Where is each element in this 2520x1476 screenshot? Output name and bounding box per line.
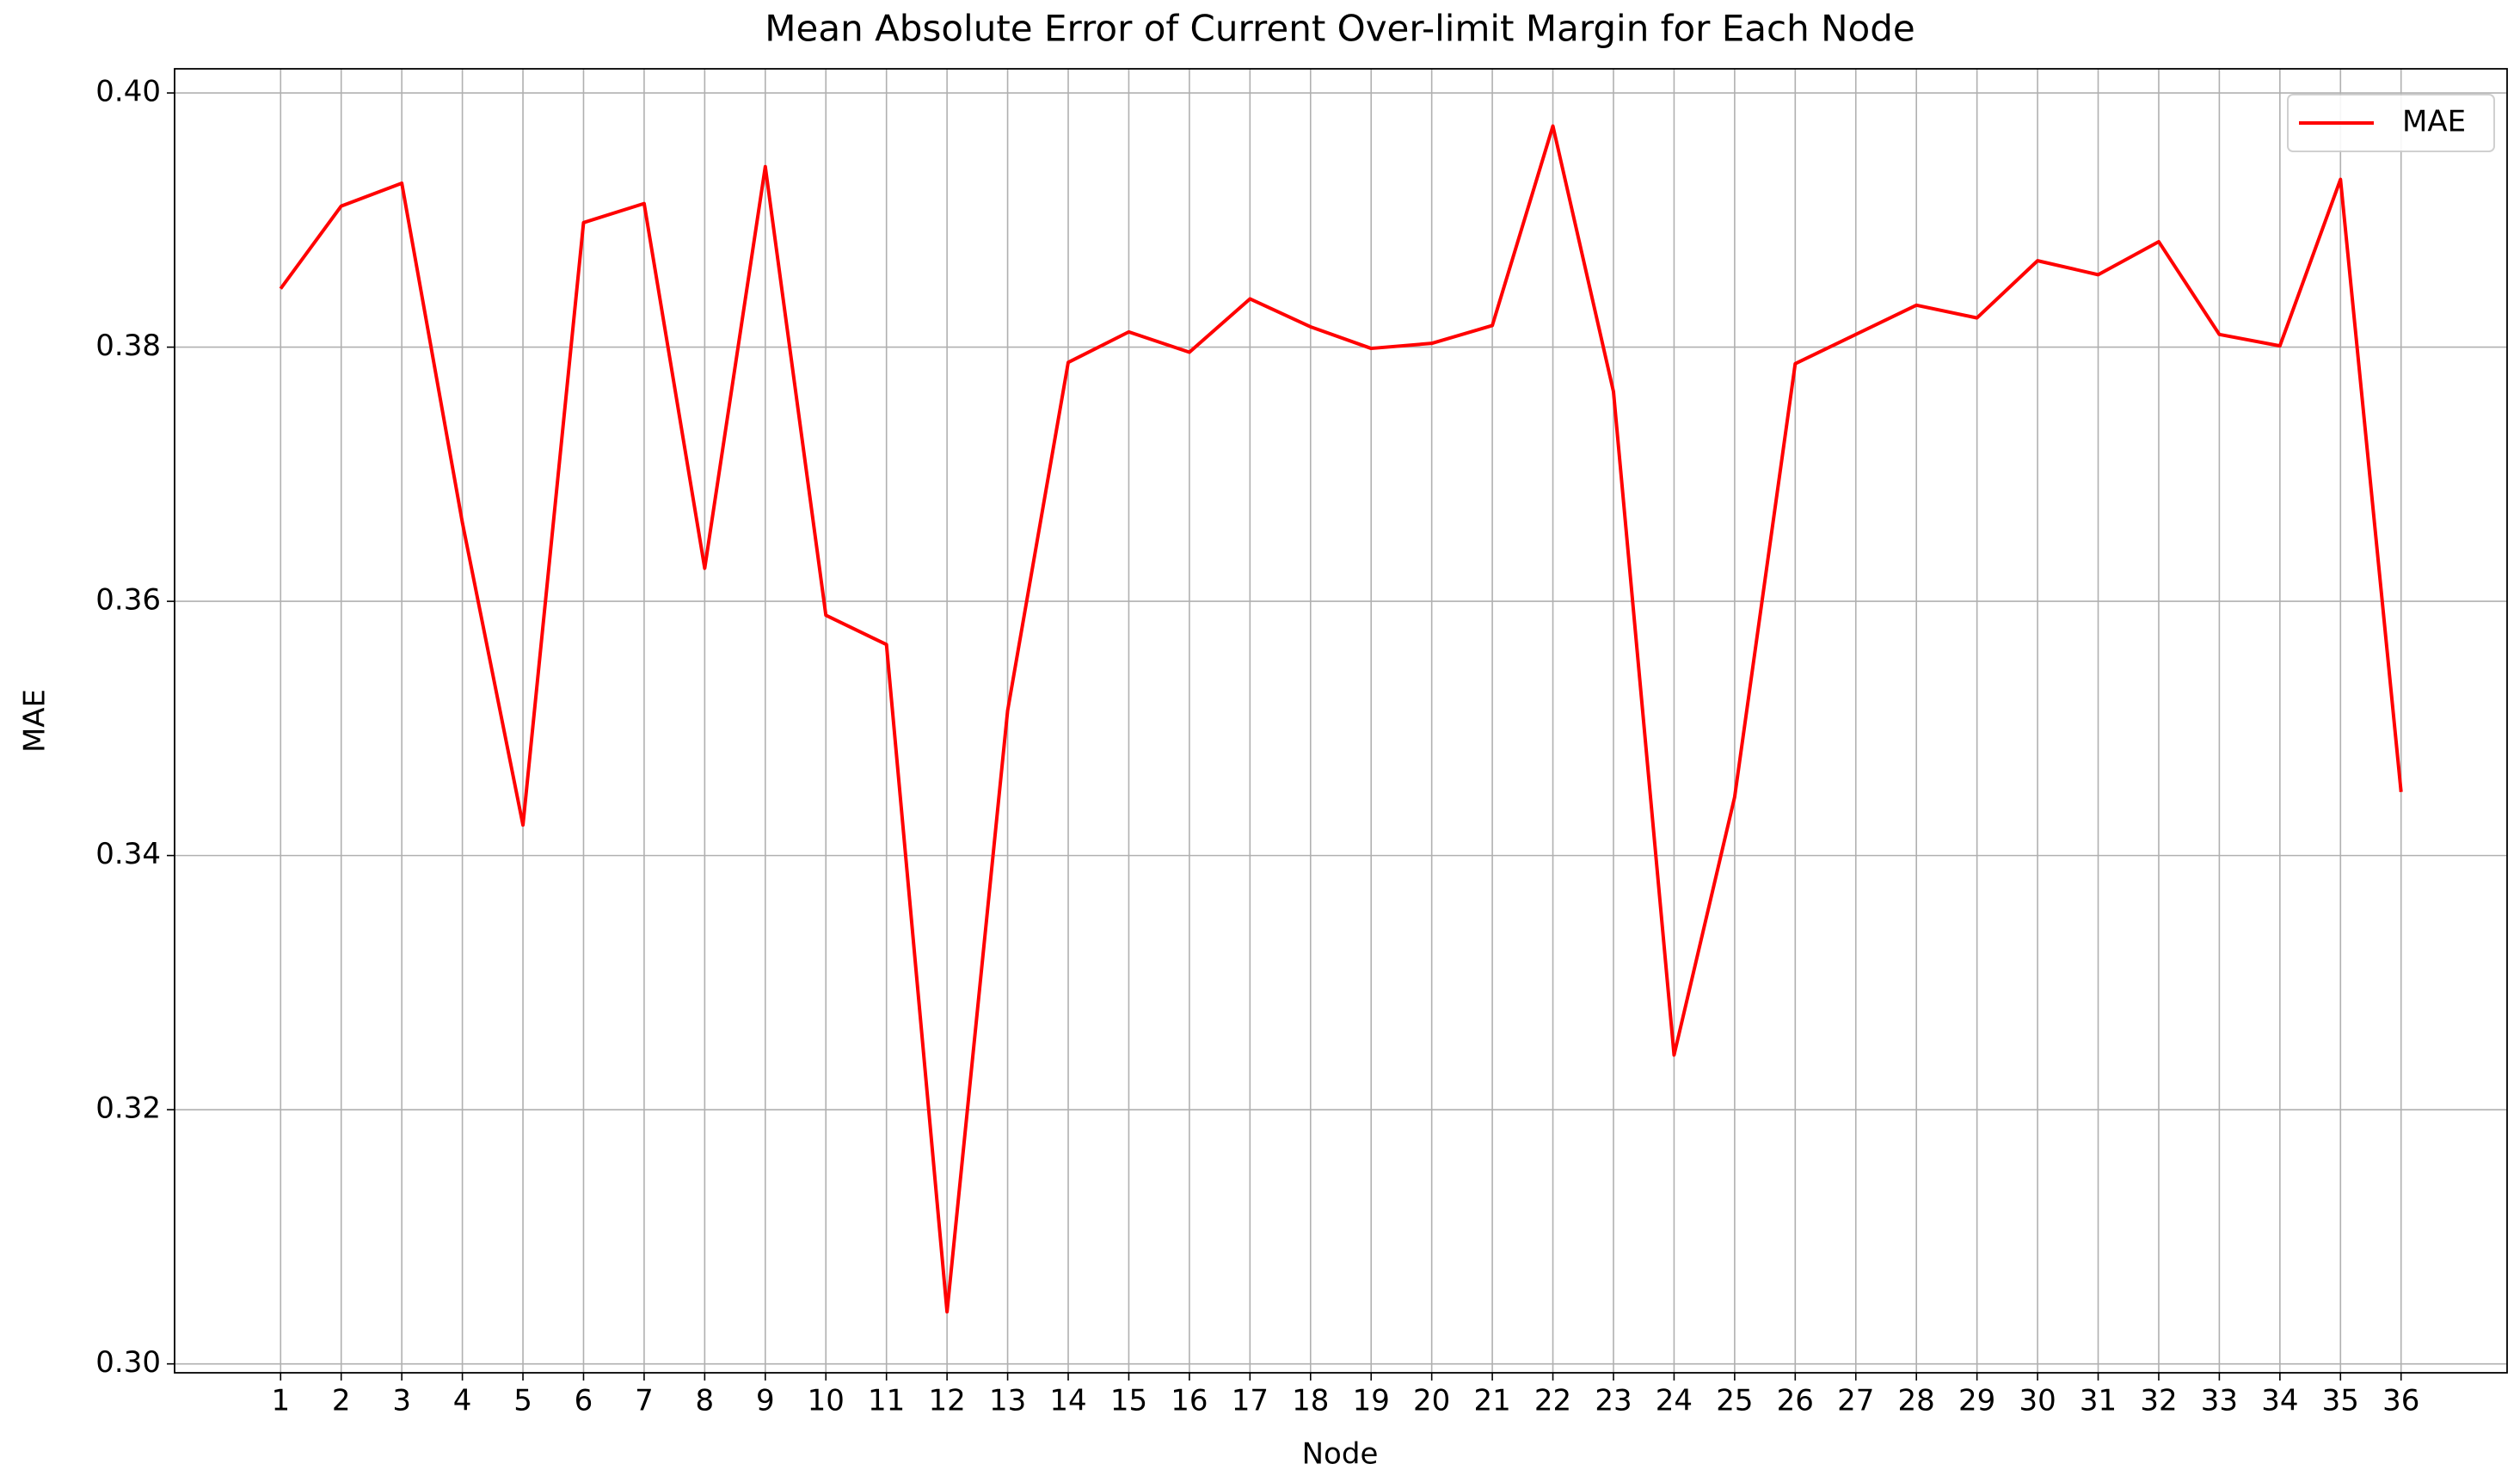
x-tick-label: 22: [1534, 1384, 1571, 1418]
legend-box: [2287, 94, 2495, 152]
y-tick-label: 0.34: [95, 837, 161, 871]
y-axis-label: MAE: [18, 689, 52, 753]
x-tick-label: 26: [1777, 1384, 1814, 1418]
x-tick-label: 6: [575, 1384, 593, 1418]
x-tick-label: 35: [2322, 1384, 2359, 1418]
x-tick-label: 28: [1898, 1384, 1935, 1418]
x-tick-label: 25: [1716, 1384, 1753, 1418]
x-tick-label: 23: [1595, 1384, 1632, 1418]
data-line: [279, 124, 2403, 1314]
x-tick-label: 11: [868, 1384, 905, 1418]
x-tick-label: 17: [1232, 1384, 1269, 1418]
x-tick-label: 5: [513, 1384, 532, 1418]
x-tick-label: 1: [271, 1384, 290, 1418]
y-tick-label: 0.30: [95, 1345, 161, 1380]
x-tick-label: 18: [1292, 1384, 1329, 1418]
x-tick-label: 29: [1958, 1384, 1995, 1418]
x-tick-label: 20: [1413, 1384, 1450, 1418]
plot-frame: [174, 68, 2508, 1374]
y-tick-label: 0.36: [95, 583, 161, 618]
x-tick-label: 10: [808, 1384, 845, 1418]
x-tick-label: 21: [1473, 1384, 1510, 1418]
x-tick-label: 7: [635, 1384, 654, 1418]
x-tick-label: 12: [928, 1384, 965, 1418]
y-tick-label: 0.40: [95, 75, 161, 109]
x-axis-label: Node: [1302, 1437, 1379, 1472]
x-tick-label: 24: [1656, 1384, 1693, 1418]
x-tick-label: 32: [2140, 1384, 2177, 1418]
legend-label: MAE: [2402, 105, 2466, 139]
x-tick-label: 3: [392, 1384, 411, 1418]
x-tick-label: 8: [696, 1384, 715, 1418]
x-tick-label: 15: [1110, 1384, 1147, 1418]
x-tick-label: 4: [453, 1384, 472, 1418]
chart-title: Mean Absolute Error of Current Over-limi…: [765, 8, 1915, 50]
x-tick-label: 9: [756, 1384, 775, 1418]
y-tick-label: 0.38: [95, 329, 161, 363]
x-tick-label: 36: [2382, 1384, 2419, 1418]
x-tick-label: 34: [2261, 1384, 2298, 1418]
x-tick-label: 16: [1171, 1384, 1208, 1418]
x-tick-label: 31: [2080, 1384, 2117, 1418]
x-tick-label: 14: [1049, 1384, 1086, 1418]
x-tick-label: 30: [2019, 1384, 2056, 1418]
x-tick-label: 13: [989, 1384, 1026, 1418]
x-tick-label: 19: [1353, 1384, 1390, 1418]
x-tick-label: 2: [332, 1384, 351, 1418]
x-tick-label: 33: [2201, 1384, 2238, 1418]
y-tick-label: 0.32: [95, 1092, 161, 1126]
x-tick-label: 27: [1837, 1384, 1874, 1418]
